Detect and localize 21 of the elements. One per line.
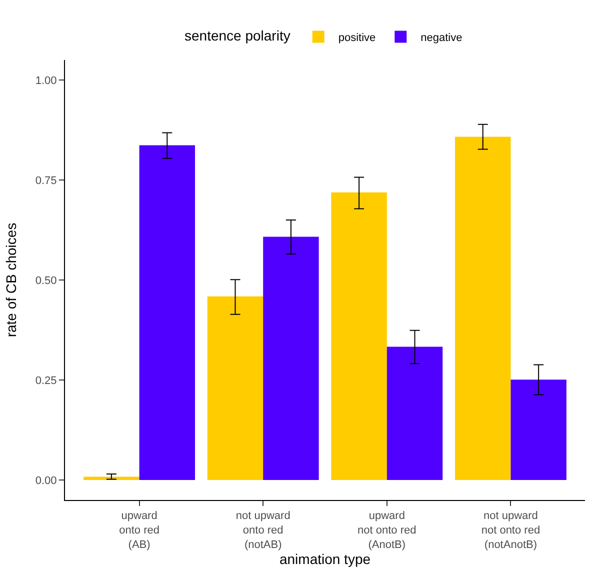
x-axis-title: animation type: [279, 550, 371, 567]
bar: [207, 296, 264, 480]
bar: [139, 145, 195, 480]
x-tick-label: upward not onto red (AnotB): [358, 510, 416, 551]
bar: [263, 236, 319, 480]
x-tick-label: not upward onto red (notAB): [236, 510, 290, 551]
bar: [455, 136, 511, 480]
bar: [386, 346, 443, 480]
bar: [510, 380, 566, 480]
y-tick-label: 1.00: [35, 74, 57, 87]
y-tick-label: 0.75: [35, 174, 57, 187]
x-tick-label: not upward not onto red (notAnotB): [481, 510, 540, 551]
legend-label: negative: [420, 32, 462, 44]
legend-title: sentence polarity: [184, 27, 290, 44]
y-tick-label: 0.00: [35, 474, 57, 487]
y-tick-label: 0.50: [35, 274, 57, 287]
x-tick-label: upward onto red (AB): [119, 510, 160, 551]
y-axis-title: rate of CB choices: [2, 222, 19, 338]
legend-label: positive: [338, 32, 376, 44]
y-tick-label: 0.25: [35, 374, 57, 387]
bar: [331, 192, 387, 480]
